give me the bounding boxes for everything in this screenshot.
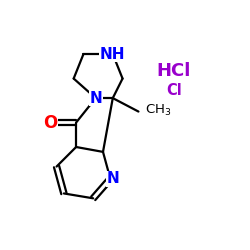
Text: N: N — [89, 90, 102, 106]
Text: CH$_3$: CH$_3$ — [144, 103, 171, 118]
Text: HCl: HCl — [157, 62, 191, 80]
Text: Cl: Cl — [166, 83, 182, 98]
Text: O: O — [43, 114, 58, 132]
Text: N: N — [106, 171, 119, 186]
Text: NH: NH — [100, 46, 126, 62]
